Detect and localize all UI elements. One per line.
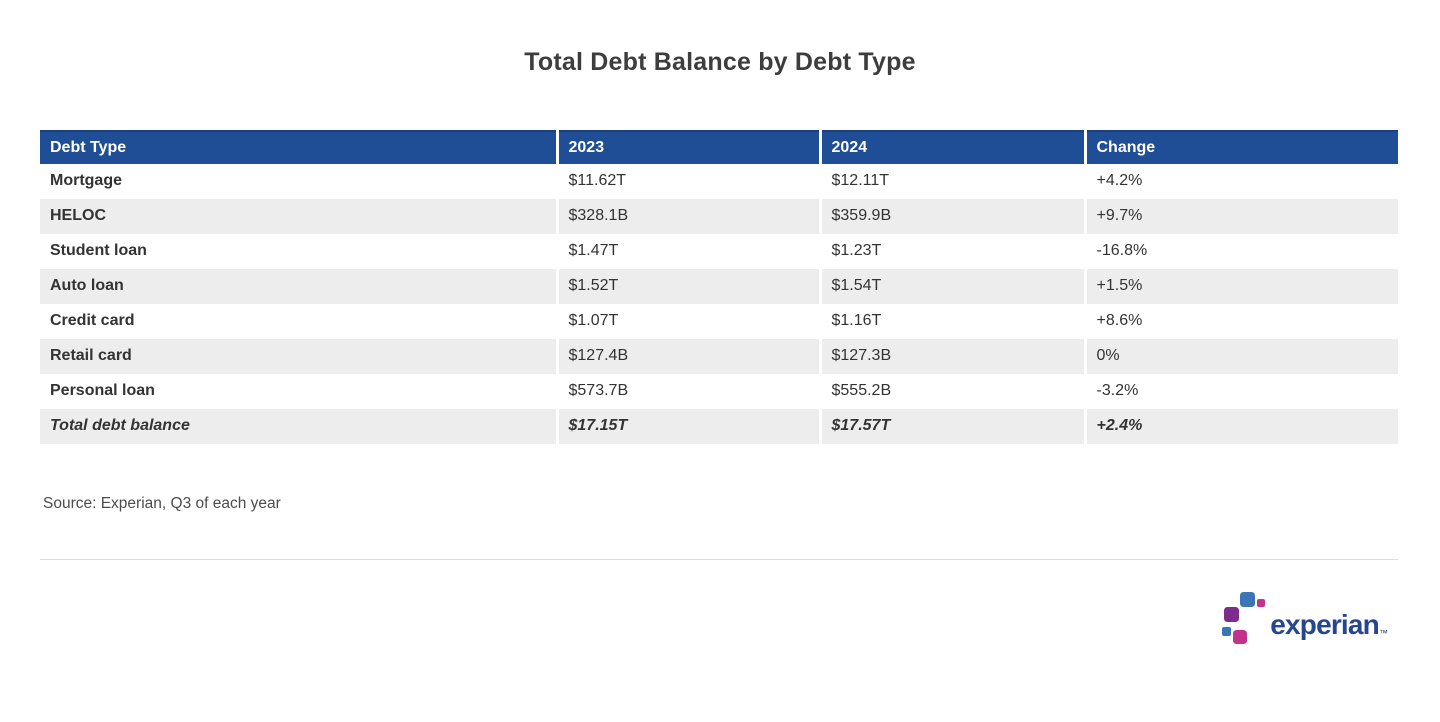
table-row: Personal loan $573.7B $555.2B -3.2% — [40, 374, 1398, 409]
cell-2024: $127.3B — [818, 339, 1085, 374]
cell-2023: $1.52T — [555, 269, 820, 304]
cell-2024: $359.9B — [818, 199, 1085, 234]
experian-mark-icon — [1222, 592, 1266, 644]
cell-2024: $17.57T — [818, 409, 1085, 444]
cell-2024: $1.54T — [818, 269, 1085, 304]
cell-debt-type: Mortgage — [50, 172, 122, 189]
cell-change: -16.8% — [1083, 234, 1398, 269]
cell-2023: $328.1B — [555, 199, 820, 234]
debt-balance-table: Debt Type 2023 2024 Change Mortgage $11.… — [40, 130, 1398, 444]
table-row-total: Total debt balance $17.15T $17.57T +2.4% — [40, 409, 1398, 444]
trademark-symbol: ™ — [1379, 628, 1388, 638]
table-header: Debt Type 2023 2024 Change — [40, 130, 1398, 164]
table-row: Retail card $127.4B $127.3B 0% — [40, 339, 1398, 374]
table-row: HELOC $328.1B $359.9B +9.7% — [40, 199, 1398, 234]
cell-debt-type: Retail card — [50, 347, 132, 364]
cell-change: +4.2% — [1083, 164, 1398, 199]
cell-2023: $1.07T — [555, 304, 820, 339]
cell-change: +8.6% — [1083, 304, 1398, 339]
source-note: Source: Experian, Q3 of each year — [43, 495, 281, 512]
cell-change: +1.5% — [1083, 269, 1398, 304]
cell-debt-type: Credit card — [50, 312, 135, 329]
cell-2023: $1.47T — [555, 234, 820, 269]
cell-2023: $127.4B — [555, 339, 820, 374]
header-debt-type: Debt Type — [40, 130, 557, 164]
header-change: Change — [1083, 130, 1398, 164]
table-header-row: Debt Type 2023 2024 Change — [40, 130, 1398, 164]
cell-2024: $555.2B — [818, 374, 1085, 409]
cell-2023: $11.62T — [555, 164, 820, 199]
cell-change: -3.2% — [1083, 374, 1398, 409]
cell-2024: $12.11T — [818, 164, 1085, 199]
footer-divider — [40, 559, 1398, 560]
cell-change: +2.4% — [1083, 409, 1398, 444]
cell-debt-type: Total debt balance — [50, 417, 190, 434]
cell-2023: $573.7B — [555, 374, 820, 409]
experian-wordmark: experian™ — [1270, 609, 1388, 640]
cell-2024: $1.23T — [818, 234, 1085, 269]
table-row: Mortgage $11.62T $12.11T +4.2% — [40, 164, 1398, 199]
page-title: Total Debt Balance by Debt Type — [524, 48, 916, 76]
cell-2023: $17.15T — [555, 409, 820, 444]
cell-change: 0% — [1083, 339, 1398, 374]
cell-2024: $1.16T — [818, 304, 1085, 339]
cell-debt-type: Personal loan — [50, 382, 155, 399]
experian-logo: experian™ — [1222, 592, 1388, 646]
table-row: Auto loan $1.52T $1.54T +1.5% — [40, 269, 1398, 304]
cell-debt-type: HELOC — [50, 207, 106, 224]
cell-change: +9.7% — [1083, 199, 1398, 234]
header-2024: 2024 — [818, 130, 1085, 164]
cell-debt-type: Student loan — [50, 242, 147, 259]
cell-debt-type: Auto loan — [50, 277, 124, 294]
table-row: Student loan $1.47T $1.23T -16.8% — [40, 234, 1398, 269]
header-2023: 2023 — [555, 130, 820, 164]
footer: experian™ — [0, 592, 1440, 646]
table-row: Credit card $1.07T $1.16T +8.6% — [40, 304, 1398, 339]
